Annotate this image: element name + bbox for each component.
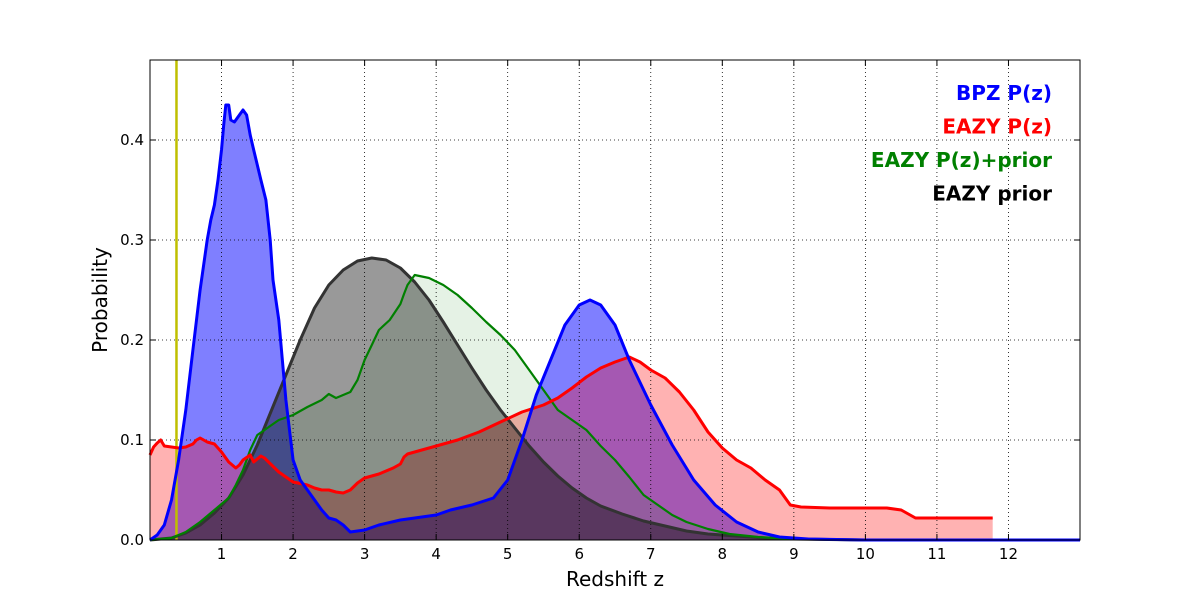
lines-layer [148, 103, 1080, 542]
x-tick-label-7: 8 [718, 545, 728, 563]
legend: BPZ P(z) EAZY P(z) EAZY P(z)+prior EAZY pri… [871, 81, 1052, 206]
series-line-2 [149, 273, 1080, 542]
axes-frame-layer [149, 59, 1081, 541]
y-tick-label-3: 0.3 [120, 231, 144, 249]
x-tick-label-5: 6 [574, 545, 584, 563]
series-line-0 [149, 103, 1080, 542]
legend-entry-2: EAZY P(z)+prior [871, 148, 1052, 172]
legend-entry-0: BPZ P(z) [956, 81, 1052, 105]
x-tick-label-3: 4 [431, 545, 441, 563]
x-tick-label-8: 9 [789, 545, 799, 563]
x-tick-label-9: 10 [856, 545, 875, 563]
x-tick-label-0: 1 [217, 545, 227, 563]
grid-layer [150, 60, 1080, 541]
y-tick-label-1: 0.1 [120, 431, 144, 449]
y-axis-title: Probability [88, 247, 112, 353]
x-tick-labels: 1 2 3 4 5 6 7 8 9 10 11 12 [217, 545, 1018, 563]
series-line-3 [149, 256, 1080, 542]
x-tick-label-11: 12 [999, 545, 1018, 563]
x-tick-label-1: 2 [288, 545, 298, 563]
legend-entry-1: EAZY P(z) [942, 115, 1052, 139]
y-tick-label-2: 0.2 [120, 331, 144, 349]
legend-entry-3: EAZY prior [932, 182, 1052, 206]
x-tick-label-2: 3 [360, 545, 370, 563]
x-tick-label-10: 11 [927, 545, 946, 563]
y-tick-label-4: 0.4 [120, 131, 144, 149]
x-tick-label-6: 7 [646, 545, 656, 563]
y-tick-label-0: 0.0 [120, 531, 144, 549]
series-line-1 [148, 355, 993, 520]
axes-frame [149, 59, 1081, 541]
series-fill-0 [150, 105, 1080, 540]
x-tick-label-4: 5 [503, 545, 513, 563]
y-tick-labels: 0.0 0.1 0.2 0.3 0.4 [120, 131, 144, 549]
series-fill-3 [150, 258, 1080, 540]
x-axis-title: Redshift z [566, 567, 664, 591]
